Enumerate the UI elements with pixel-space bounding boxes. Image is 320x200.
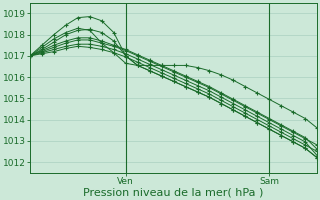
X-axis label: Pression niveau de la mer( hPa ): Pression niveau de la mer( hPa ) bbox=[84, 187, 264, 197]
